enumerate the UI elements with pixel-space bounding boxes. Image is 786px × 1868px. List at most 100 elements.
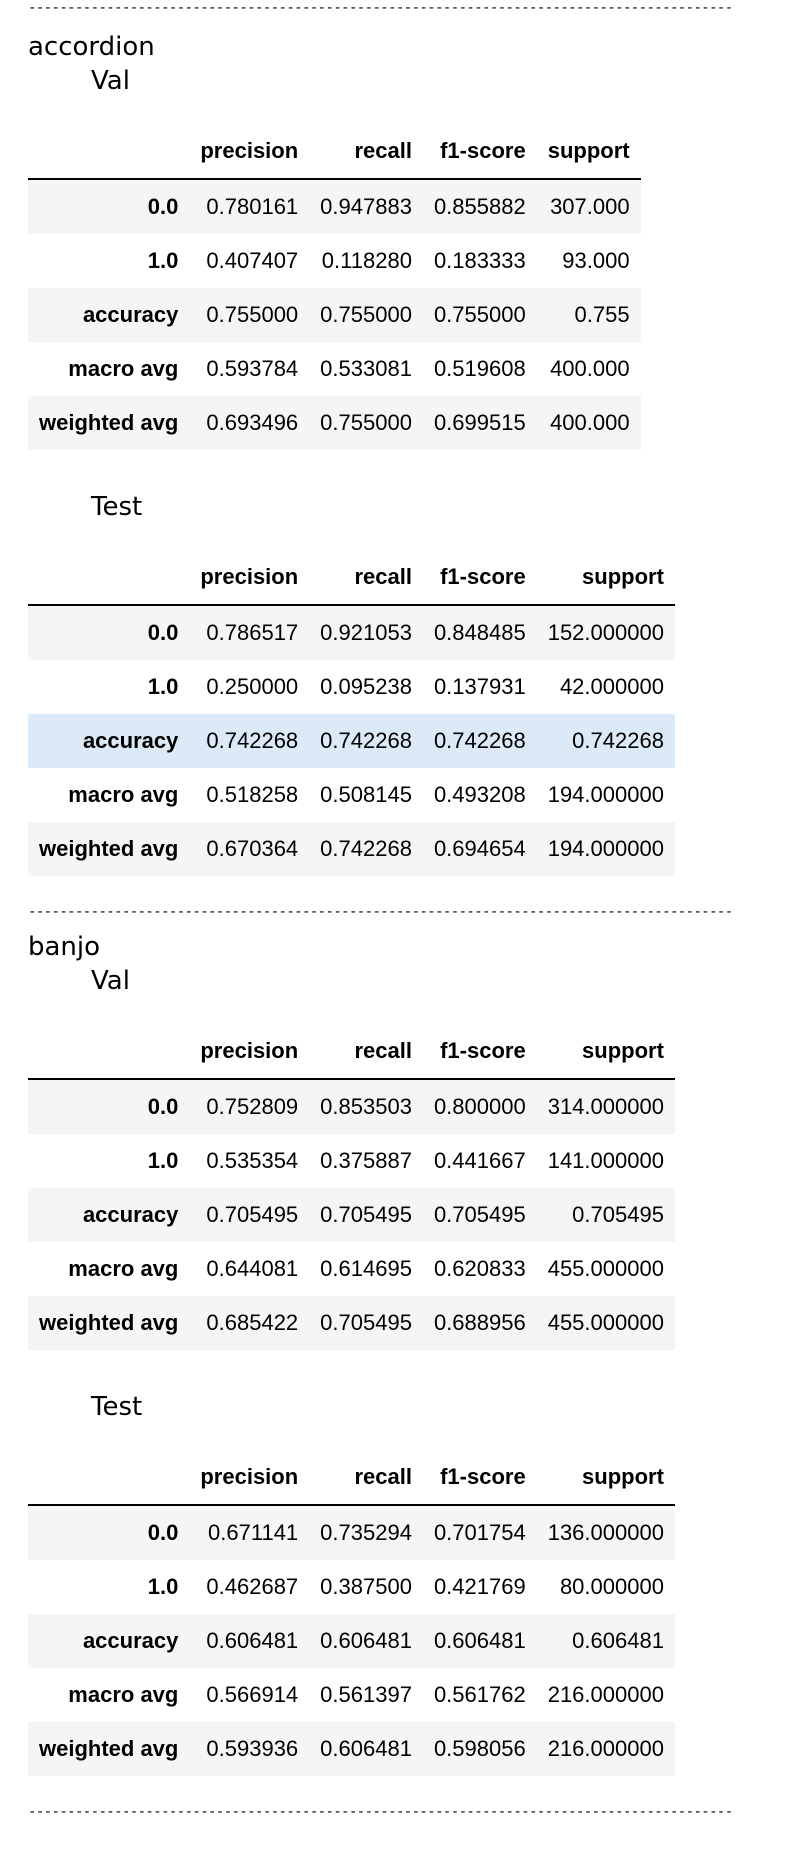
row-label: weighted avg (39, 410, 179, 435)
table-cell: 0.742268 (320, 728, 412, 753)
row-label: 0.0 (147, 194, 179, 219)
table-cell: 0.533081 (320, 356, 412, 381)
table-cell: 0.800000 (433, 1094, 526, 1119)
instrument-name: banjo (28, 932, 101, 962)
table-cell: 152.000000 (547, 620, 664, 645)
table-cell: 0.407407 (206, 248, 299, 273)
table-row: weighted avg 0.670364 0.742268 0.694654 … (28, 822, 675, 876)
table-row: weighted avg 0.685422 0.705495 0.688956 … (28, 1296, 675, 1350)
table-row: macro avg 0.644081 0.614695 0.620833 455… (28, 1242, 675, 1296)
table-cell: 0.755 (574, 302, 630, 327)
table-row: 0.0 0.786517 0.921053 0.848485 152.00000… (28, 605, 675, 660)
column-header: support (536, 550, 675, 606)
table-cell: 400.000 (550, 356, 630, 381)
table-cell: 0.593784 (206, 356, 299, 381)
column-header: f1-score (422, 550, 537, 606)
table-cell: 216.000000 (547, 1736, 664, 1761)
table-cell: 42.000000 (559, 674, 664, 699)
table-cell: 455.000000 (547, 1256, 664, 1281)
instrument-section: accordion Val precision recall f1-score … (28, 30, 768, 876)
table-cell: 0.508145 (320, 782, 412, 807)
classification-report-table: precision recall f1-score support 0.0 0.… (28, 1450, 675, 1776)
row-label: 1.0 (147, 1574, 179, 1599)
table-cell: 0.786517 (206, 620, 299, 645)
column-header: support (536, 1450, 675, 1506)
separator-line: ----------------------------------------… (28, 0, 733, 16)
table-cell: 0.644081 (206, 1256, 299, 1281)
table-cell: 0.694654 (433, 836, 526, 861)
table-cell: 0.519608 (433, 356, 526, 381)
table-cell: 0.752809 (206, 1094, 299, 1119)
column-header: precision (189, 1450, 310, 1506)
table-cell: 0.375887 (320, 1148, 412, 1173)
separator-line: ----------------------------------------… (28, 1804, 733, 1820)
table-row: 1.0 0.462687 0.387500 0.421769 80.000000 (28, 1560, 675, 1614)
classification-report-table: precision recall f1-score support 0.0 0.… (28, 124, 641, 450)
table-cell: 0.742268 (433, 728, 526, 753)
row-label: 0.0 (147, 1520, 179, 1545)
table-cell: 0.848485 (433, 620, 526, 645)
table-row: 0.0 0.752809 0.853503 0.800000 314.00000… (28, 1079, 675, 1134)
column-header: support (536, 124, 641, 180)
table-cell: 0.780161 (206, 194, 299, 219)
table-row: 1.0 0.535354 0.375887 0.441667 141.00000… (28, 1134, 675, 1188)
table-row: weighted avg 0.593936 0.606481 0.598056 … (28, 1722, 675, 1776)
table-cell: 0.566914 (206, 1682, 299, 1707)
column-header: f1-score (422, 1450, 537, 1506)
table-cell: 0.441667 (433, 1148, 526, 1173)
table-header-row: precision recall f1-score support (28, 1450, 675, 1506)
column-header: f1-score (422, 1024, 537, 1080)
notebook-output: ----------------------------------------… (28, 0, 768, 1820)
table-cell: 0.606481 (206, 1628, 299, 1653)
row-label: accuracy (82, 1202, 179, 1227)
table-cell: 194.000000 (547, 836, 664, 861)
row-label: weighted avg (39, 1736, 179, 1761)
table-cell: 0.598056 (433, 1736, 526, 1761)
table-cell: 0.606481 (433, 1628, 526, 1653)
row-label: weighted avg (39, 1310, 179, 1335)
row-label-header (28, 1024, 190, 1080)
column-header: support (536, 1024, 675, 1080)
table-row: weighted avg 0.693496 0.755000 0.699515 … (28, 396, 641, 450)
separator-line: ----------------------------------------… (28, 904, 733, 920)
table-cell: 0.671141 (208, 1520, 299, 1545)
table-cell: 0.742268 (320, 836, 412, 861)
table-cell: 0.118280 (321, 248, 412, 273)
table-cell: 0.755000 (433, 302, 526, 327)
instrument-name: accordion (28, 32, 155, 62)
table-cell: 0.606481 (320, 1736, 412, 1761)
table-cell: 0.685422 (206, 1310, 299, 1335)
table-cell: 0.705495 (320, 1310, 412, 1335)
table-cell: 0.921053 (320, 620, 412, 645)
column-header: recall (309, 1450, 423, 1506)
table-cell: 0.183333 (433, 248, 526, 273)
table-cell: 0.606481 (320, 1628, 412, 1653)
table-cell: 93.000 (562, 248, 630, 273)
classification-report-table: precision recall f1-score support 0.0 0.… (28, 550, 675, 876)
column-header: recall (309, 1024, 423, 1080)
table-header-row: precision recall f1-score support (28, 1024, 675, 1080)
table-row: accuracy 0.606481 0.606481 0.606481 0.60… (28, 1614, 675, 1668)
row-label: 0.0 (147, 1094, 179, 1119)
table-row: macro avg 0.566914 0.561397 0.561762 216… (28, 1668, 675, 1722)
table-cell: 0.755000 (320, 410, 412, 435)
table-row: 0.0 0.671141 0.735294 0.701754 136.00000… (28, 1505, 675, 1560)
row-label: 0.0 (147, 620, 179, 645)
row-label: macro avg (68, 1256, 179, 1281)
table-cell: 0.688956 (433, 1310, 526, 1335)
table-cell: 0.735294 (320, 1520, 412, 1545)
table-cell: 0.853503 (320, 1094, 412, 1119)
table-cell: 0.742268 (206, 728, 299, 753)
table-cell: 0.705495 (433, 1202, 526, 1227)
row-label-header (28, 1450, 190, 1506)
column-header: precision (189, 124, 310, 180)
table-cell: 80.000000 (559, 1574, 664, 1599)
table-cell: 0.421769 (433, 1574, 526, 1599)
table-cell: 400.000 (550, 410, 630, 435)
table-cell: 0.535354 (206, 1148, 299, 1173)
table-cell: 0.606481 (572, 1628, 664, 1653)
column-header: recall (309, 124, 423, 180)
table-row: 1.0 0.407407 0.118280 0.183333 93.000 (28, 234, 641, 288)
table-cell: 0.699515 (433, 410, 526, 435)
table-cell: 0.250000 (206, 674, 299, 699)
